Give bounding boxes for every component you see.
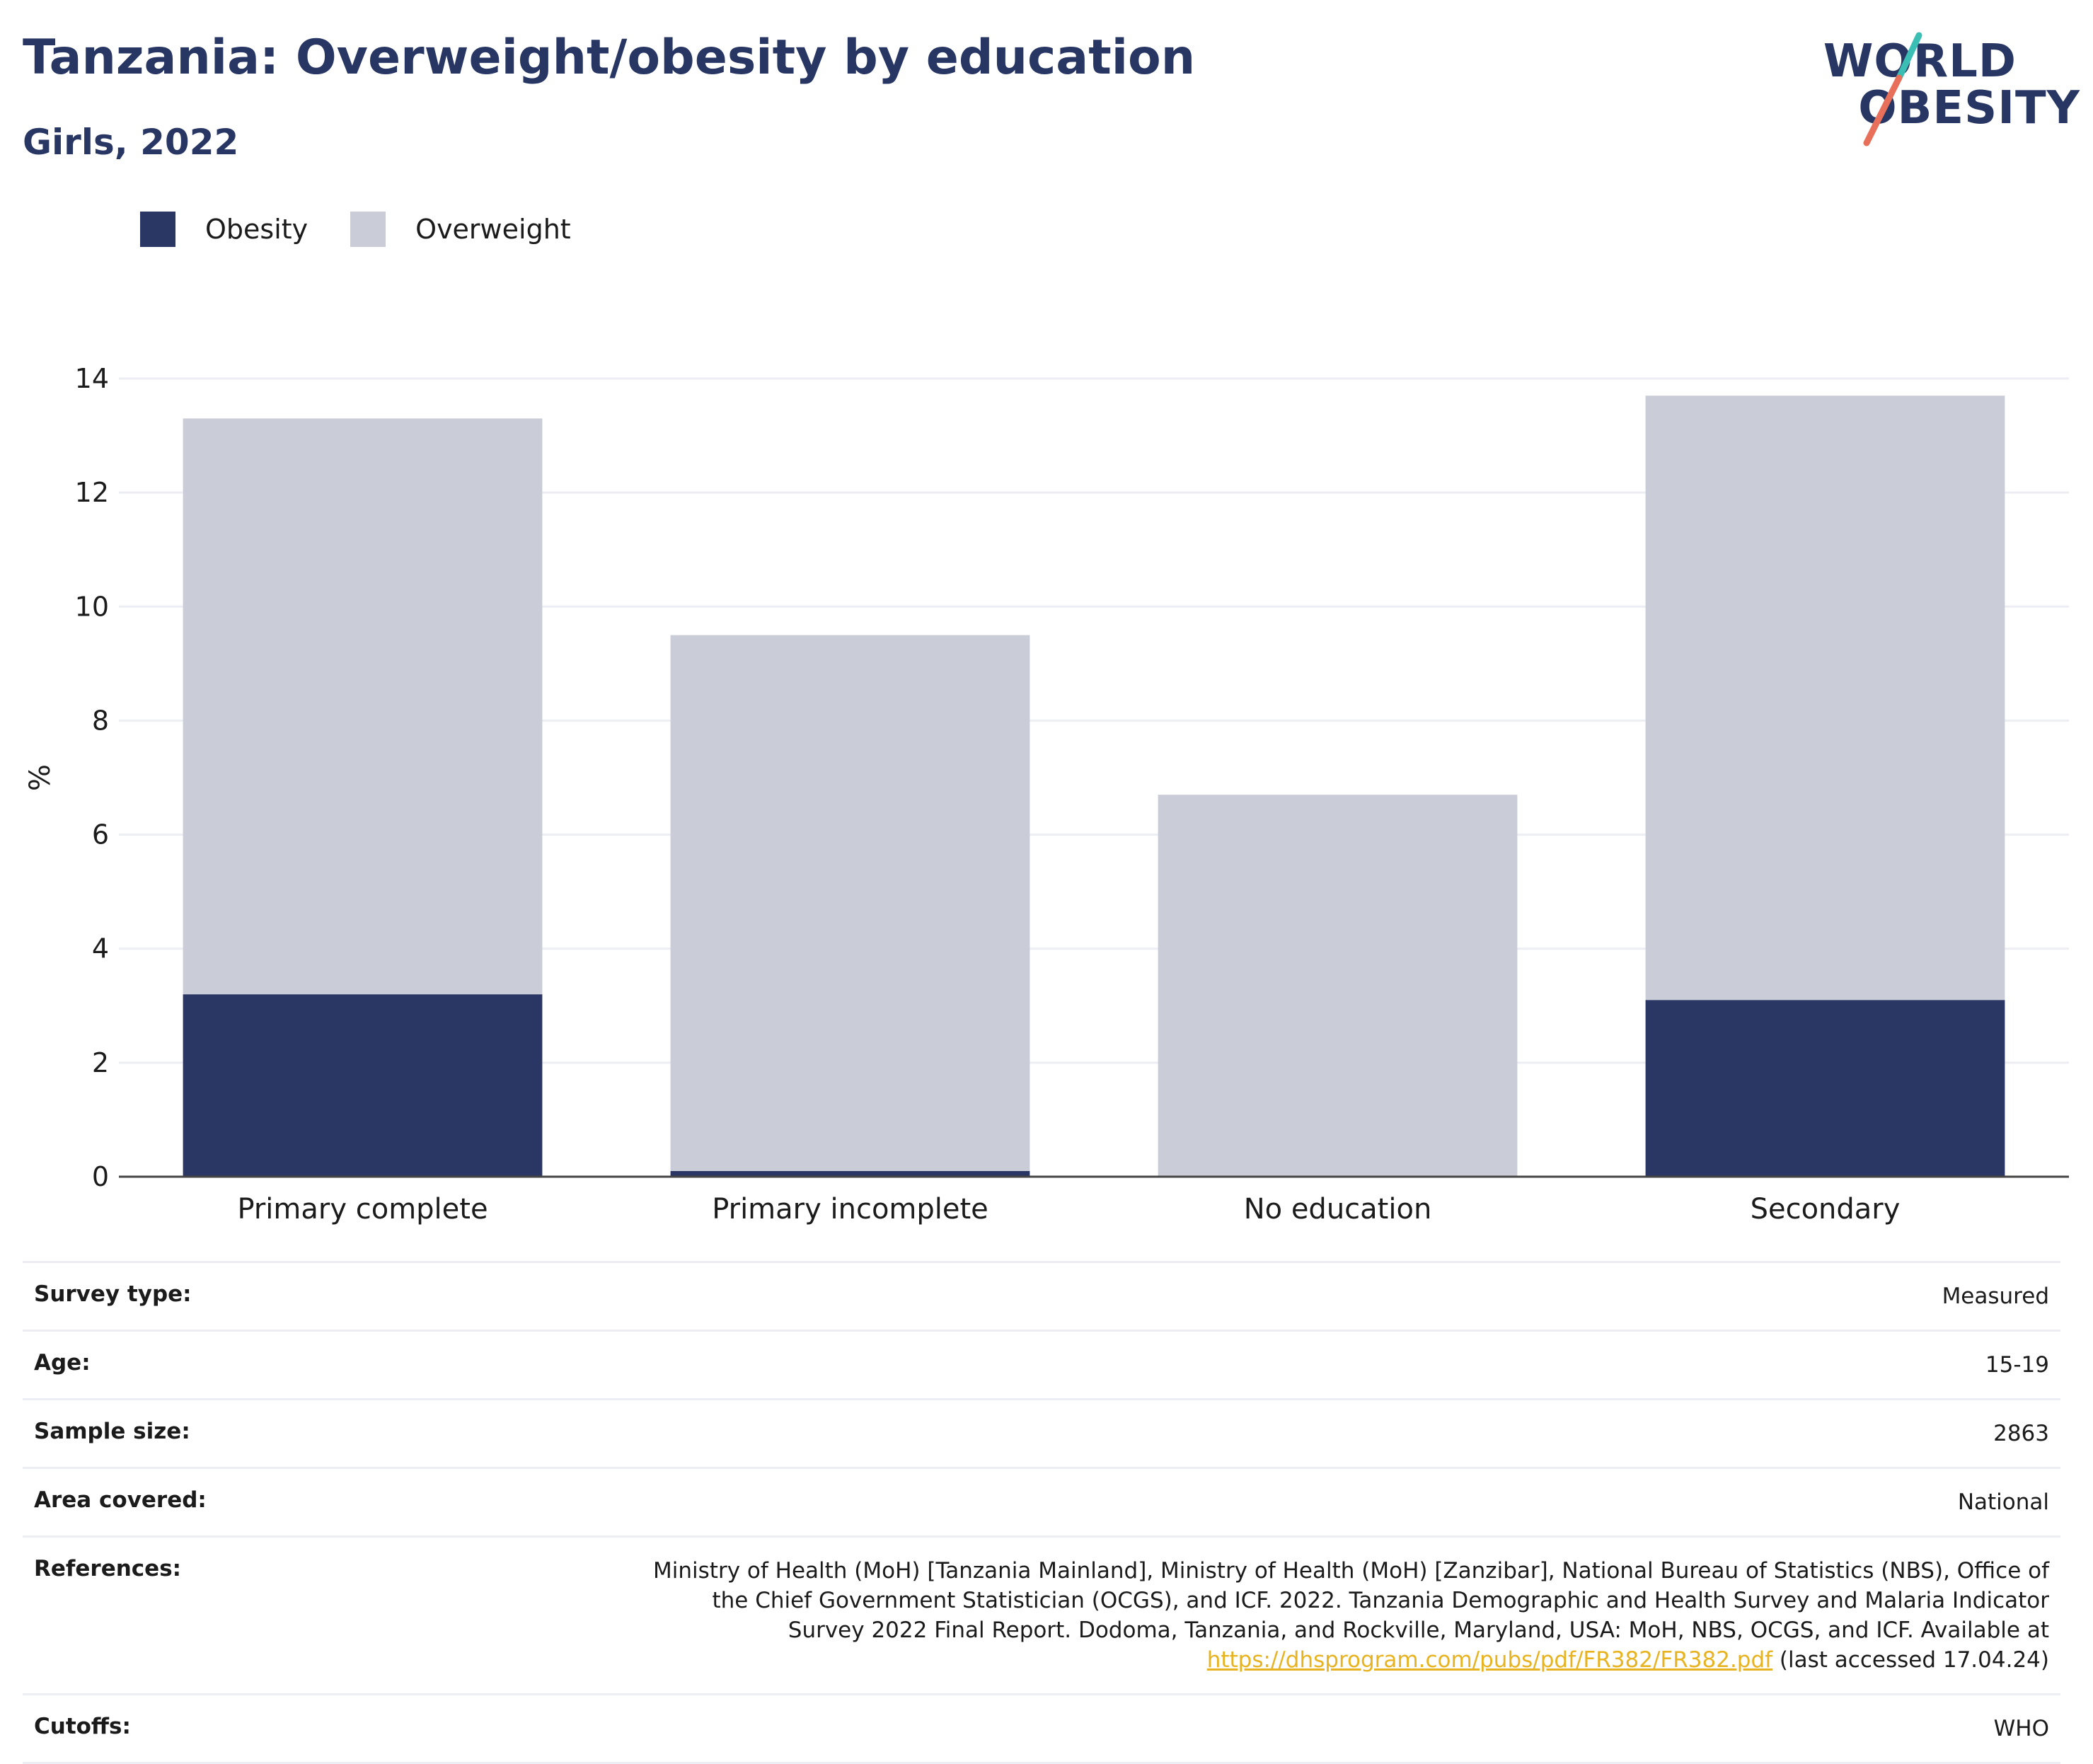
logo-line-1: WORLD (1823, 35, 2017, 88)
bar-overweight-primary-incomplete (670, 635, 1030, 1171)
survey-info-table: Survey type: Measured Age: 15-19 Sample … (23, 1261, 2060, 1764)
info-value: Measured (1942, 1284, 2049, 1309)
x-tick-label: Primary complete (237, 1193, 488, 1226)
chart-title: Tanzania: Overweight/obesity by educatio… (23, 30, 1196, 86)
y-tick-label: 10 (75, 591, 109, 622)
chart-subtitle: Girls, 2022 (23, 122, 239, 163)
info-value: 2863 (1993, 1421, 2049, 1446)
legend-item-overweight[interactable]: Overweight (350, 212, 571, 247)
bar-chart: 0 2 4 6 8 10 12 14% Primary complete Primary inco… (24, 363, 2069, 1226)
info-label: Cutoffs: (34, 1714, 131, 1739)
bar-overweight-no-education (1158, 795, 1518, 1177)
y-tick-label: 14 (75, 363, 109, 394)
info-row-area: Area covered: National (23, 1467, 2060, 1535)
legend-swatch-overweight (350, 212, 386, 247)
info-row-references: References: Ministry of Health (MoH) [Ta… (23, 1535, 2060, 1693)
reference-text: Ministry of Health (MoH) [Tanzania Mainl… (653, 1558, 2049, 1643)
y-axis-label: % (24, 764, 57, 791)
bar-obesity-secondary (1645, 1000, 2005, 1177)
x-tick-label: Secondary (1751, 1193, 1901, 1226)
y-tick-label: 8 (92, 705, 109, 736)
y-tick-label: 4 (92, 933, 109, 964)
bar-obesity-primary-complete (183, 994, 543, 1177)
world-obesity-logo: WORLD OBESITY (1823, 28, 2080, 156)
info-label: Sample size: (34, 1419, 190, 1444)
x-tick-label: Primary incomplete (712, 1193, 988, 1226)
y-tick-label: 12 (75, 477, 109, 508)
y-tick-label: 0 (92, 1161, 109, 1192)
chart-legend: Obesity Overweight (140, 211, 613, 248)
logo-slash-icon (1863, 32, 1922, 146)
legend-swatch-obesity (140, 212, 175, 247)
reference-suffix: (last accessed 17.04.24) (1772, 1647, 2049, 1673)
x-tick-label: No education (1244, 1193, 1432, 1226)
info-value: National (1957, 1489, 2049, 1515)
info-label: Survey type: (34, 1281, 192, 1307)
legend-label-obesity: Obesity (205, 214, 309, 245)
info-value: 15-19 (1985, 1352, 2049, 1378)
legend-item-obesity[interactable]: Obesity (140, 212, 308, 247)
info-label: Age: (34, 1350, 91, 1376)
info-row-survey-type: Survey type: Measured (23, 1261, 2060, 1330)
info-row-sample-size: Sample size: 2863 (23, 1398, 2060, 1467)
info-row-cutoffs: Cutoffs: WHO (23, 1693, 2060, 1764)
bar-overweight-primary-complete (183, 418, 543, 995)
info-value: WHO (1993, 1716, 2049, 1741)
bar-obesity-primary-incomplete (670, 1170, 1030, 1177)
info-label: References: (34, 1556, 182, 1581)
y-tick-label: 6 (92, 819, 109, 851)
legend-label-overweight: Overweight (415, 214, 571, 245)
info-row-age: Age: 15-19 (23, 1330, 2060, 1398)
y-tick-label: 2 (92, 1047, 109, 1078)
info-label: Area covered: (34, 1487, 207, 1513)
info-value: Ministry of Health (MoH) [Tanzania Mainl… (634, 1556, 2049, 1675)
bar-overweight-secondary (1645, 396, 2005, 1001)
reference-link[interactable]: https://dhsprogram.com/pubs/pdf/FR382/FR… (1206, 1647, 1773, 1673)
